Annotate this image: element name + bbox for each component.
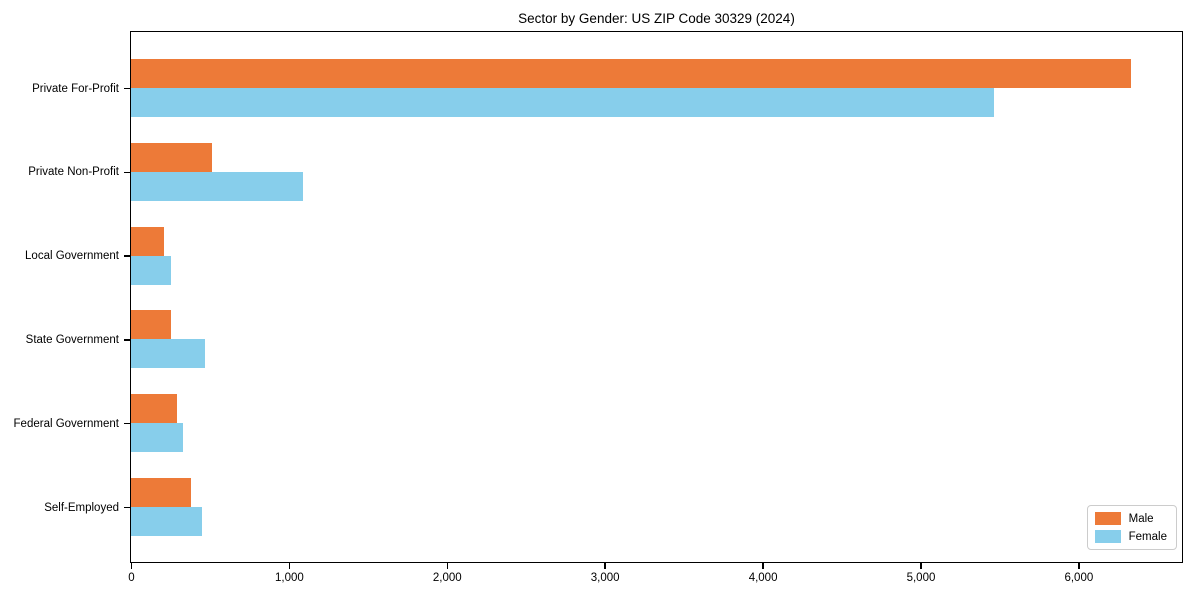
y-label-private-non-profit: Private Non-Profit — [28, 166, 119, 179]
bar-male-private-for-profit — [131, 59, 1132, 88]
y-label-local-government: Local Government — [25, 250, 119, 263]
x-tick-label-6000: 6,000 — [1064, 571, 1094, 584]
legend-entry-male: Male — [1094, 512, 1167, 525]
bar-male-self-employed — [131, 478, 192, 507]
y-label-self-employed: Self-Employed — [44, 501, 119, 514]
bar-female-federal-government — [131, 423, 184, 453]
y-tick-state-government — [124, 339, 130, 341]
bar-female-private-for-profit — [131, 88, 994, 117]
x-tick-3000 — [604, 563, 606, 569]
bar-female-self-employed — [131, 507, 203, 536]
plot-area: Male Female — [130, 31, 1183, 563]
x-tick-6000 — [1078, 563, 1080, 569]
y-label-state-government: State Government — [25, 333, 119, 346]
x-tick-label-2000: 2,000 — [432, 571, 462, 584]
bar-female-private-non-profit — [131, 171, 304, 201]
bar-male-federal-government — [131, 394, 177, 424]
y-tick-local-government — [124, 255, 130, 257]
x-tick-1000 — [288, 563, 291, 569]
y-tick-private-for-profit — [124, 87, 130, 90]
legend-entry-female: Female — [1094, 530, 1167, 543]
legend-label-female: Female — [1128, 530, 1167, 543]
x-tick-label-1000: 1,000 — [275, 571, 304, 584]
y-label-private-for-profit: Private For-Profit — [32, 82, 119, 95]
legend-label-male: Male — [1128, 512, 1154, 525]
bar-male-local-government — [131, 226, 165, 256]
bar-male-state-government — [131, 310, 171, 340]
x-tick-4000 — [762, 563, 764, 569]
x-tick-2000 — [446, 563, 449, 569]
bar-female-state-government — [131, 339, 206, 369]
x-tick-label-0: 0 — [128, 571, 135, 584]
male-swatch — [1094, 512, 1121, 525]
y-tick-federal-government — [124, 422, 130, 425]
chart-title: Sector by Gender: US ZIP Code 30329 (202… — [518, 11, 795, 26]
bar-male-private-non-profit — [131, 142, 212, 172]
y-label-federal-government: Federal Government — [13, 417, 119, 430]
legend: Male Female — [1086, 505, 1177, 550]
female-swatch — [1094, 530, 1121, 543]
y-tick-self-employed — [124, 506, 130, 509]
x-tick-label-5000: 5,000 — [906, 571, 936, 584]
x-tick-5000 — [920, 563, 922, 569]
y-tick-private-non-profit — [124, 171, 130, 174]
bar-female-local-government — [131, 255, 171, 285]
x-tick-label-3000: 3,000 — [590, 571, 620, 584]
x-tick-0 — [130, 563, 133, 569]
x-tick-label-4000: 4,000 — [748, 571, 778, 584]
